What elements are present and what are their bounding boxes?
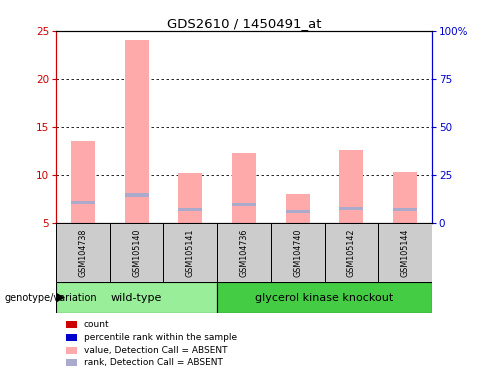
- Bar: [163, 223, 217, 282]
- Bar: [178, 173, 203, 223]
- Text: GSM105140: GSM105140: [132, 228, 141, 276]
- Bar: [56, 282, 217, 313]
- Bar: [124, 40, 149, 223]
- Bar: [378, 223, 432, 282]
- Title: GDS2610 / 1450491_at: GDS2610 / 1450491_at: [167, 17, 321, 30]
- Bar: [124, 193, 149, 197]
- Bar: [232, 152, 256, 223]
- Text: percentile rank within the sample: percentile rank within the sample: [84, 333, 237, 342]
- Text: GSM104740: GSM104740: [293, 228, 302, 276]
- Bar: [393, 172, 417, 223]
- Bar: [71, 201, 95, 204]
- Bar: [393, 208, 417, 211]
- Bar: [217, 282, 432, 313]
- Text: GSM104738: GSM104738: [79, 228, 87, 276]
- Text: GSM105141: GSM105141: [186, 228, 195, 276]
- Text: GSM105144: GSM105144: [401, 228, 409, 276]
- Bar: [285, 194, 310, 223]
- Bar: [325, 223, 378, 282]
- Bar: [217, 223, 271, 282]
- Text: GSM105142: GSM105142: [347, 228, 356, 277]
- Polygon shape: [56, 293, 65, 303]
- Bar: [339, 207, 364, 210]
- Text: rank, Detection Call = ABSENT: rank, Detection Call = ABSENT: [84, 358, 223, 367]
- Bar: [71, 141, 95, 223]
- Text: wild-type: wild-type: [111, 293, 163, 303]
- Text: glycerol kinase knockout: glycerol kinase knockout: [255, 293, 394, 303]
- Bar: [56, 223, 110, 282]
- Text: genotype/variation: genotype/variation: [5, 293, 98, 303]
- Bar: [110, 223, 163, 282]
- Text: value, Detection Call = ABSENT: value, Detection Call = ABSENT: [84, 346, 227, 355]
- Text: GSM104736: GSM104736: [240, 228, 248, 276]
- Bar: [271, 223, 325, 282]
- Bar: [285, 210, 310, 213]
- Text: count: count: [84, 320, 110, 329]
- Bar: [232, 203, 256, 206]
- Bar: [339, 150, 364, 223]
- Bar: [178, 208, 203, 211]
